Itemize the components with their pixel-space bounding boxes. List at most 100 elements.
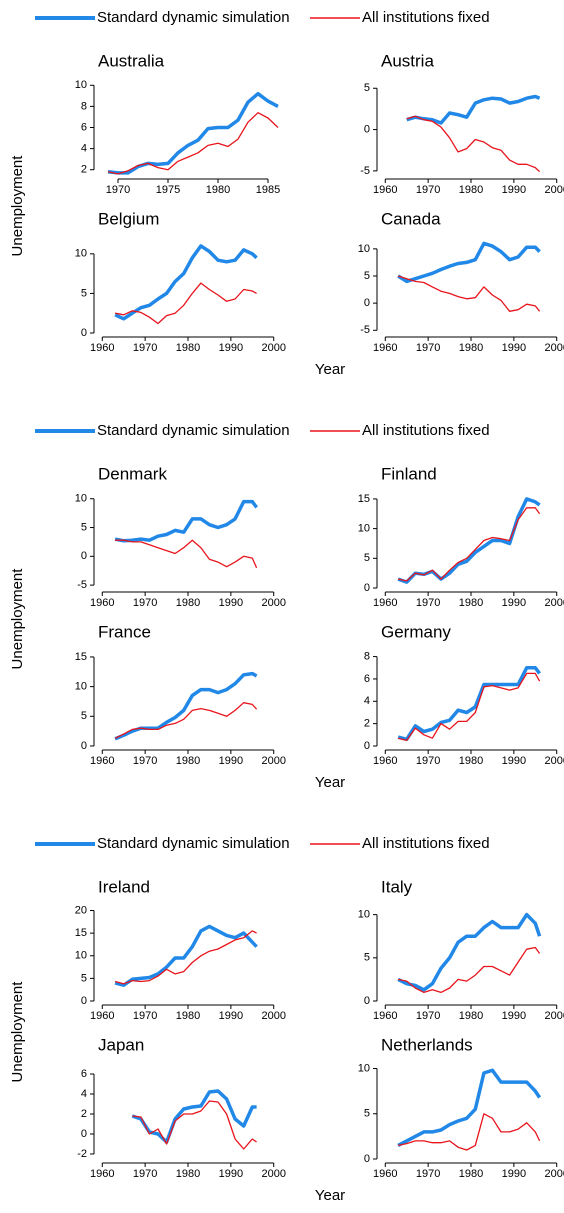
x-tick-label: 1980 xyxy=(459,184,483,196)
x-tick-label: 1960 xyxy=(90,1168,114,1180)
y-tick-label: 6 xyxy=(81,1068,87,1080)
y-tick-label: 6 xyxy=(81,121,87,133)
y-tick-label: 10 xyxy=(75,681,87,693)
x-tick-label: 1990 xyxy=(502,1168,526,1180)
x-tick-label: 1980 xyxy=(459,1010,483,1022)
x-tick-label: 1985 xyxy=(256,184,280,196)
x-tick-label: 1970 xyxy=(133,597,157,609)
x-tick-label: 1960 xyxy=(373,755,397,767)
x-tick-label: 1975 xyxy=(156,184,180,196)
y-tick-label: 5 xyxy=(364,1108,370,1120)
y-tick-label: 10 xyxy=(358,909,370,921)
x-tick-label: 1970 xyxy=(416,342,440,354)
y-tick-label: 15 xyxy=(75,651,87,663)
series-line xyxy=(114,244,258,321)
x-tick-label: 2000 xyxy=(261,755,285,767)
legend-label: All institutions fixed xyxy=(362,422,490,439)
x-tick-label: 1960 xyxy=(90,342,114,354)
series-line xyxy=(131,1089,257,1144)
x-tick-label: 1960 xyxy=(373,1168,397,1180)
y-tick-label: 8 xyxy=(364,650,370,662)
series-line xyxy=(397,666,541,742)
y-tick-label: 5 xyxy=(81,287,87,299)
y-axis-label: Unemployment xyxy=(9,155,26,257)
series-line xyxy=(114,282,257,325)
series-line xyxy=(406,115,541,173)
y-tick-label: 5 xyxy=(81,972,87,984)
y-tick-label: 10 xyxy=(75,950,87,962)
x-tick-label: 1970 xyxy=(416,184,440,196)
y-tick-label: 0 xyxy=(81,550,87,562)
panel-title: Netherlands xyxy=(381,1035,473,1054)
x-tick-label: 1990 xyxy=(502,184,526,196)
y-tick-label: 0 xyxy=(81,995,87,1007)
x-tick-label: 1980 xyxy=(176,755,200,767)
y-tick-label: -2 xyxy=(77,1148,87,1160)
x-tick-label: 2000 xyxy=(544,184,564,196)
x-tick-label: 2000 xyxy=(544,1168,564,1180)
series-line xyxy=(115,539,258,569)
x-axis-label: Year xyxy=(315,1187,345,1204)
y-tick-label: -5 xyxy=(360,324,370,336)
legend-label: All institutions fixed xyxy=(362,9,490,26)
x-tick-label: 2000 xyxy=(544,755,564,767)
y-tick-label: 0 xyxy=(81,740,87,752)
y-tick-label: 10 xyxy=(358,1062,370,1074)
x-tick-label: 1970 xyxy=(133,1168,157,1180)
panel-title: Finland xyxy=(381,464,437,483)
y-tick-label: 0 xyxy=(364,123,370,135)
x-tick-label: 1990 xyxy=(219,1010,243,1022)
panel-title: Australia xyxy=(98,51,165,70)
x-tick-label: 2000 xyxy=(261,1010,285,1022)
series-line xyxy=(397,275,541,312)
x-tick-label: 1970 xyxy=(106,184,130,196)
y-axis-label: Unemployment xyxy=(9,981,26,1083)
series-line xyxy=(406,94,541,125)
series-line xyxy=(397,241,541,284)
x-tick-label: 1980 xyxy=(459,597,483,609)
x-tick-label: 1960 xyxy=(90,597,114,609)
y-tick-label: 5 xyxy=(81,521,87,533)
x-tick-label: 1980 xyxy=(459,755,483,767)
y-tick-label: 0 xyxy=(364,995,370,1007)
x-tick-label: 1970 xyxy=(416,1010,440,1022)
y-tick-label: 5 xyxy=(364,82,370,94)
panel-title: Ireland xyxy=(98,877,150,896)
series-line xyxy=(397,507,541,582)
x-tick-label: 1990 xyxy=(219,755,243,767)
y-tick-label: 2 xyxy=(81,164,87,176)
panel-title: Italy xyxy=(381,877,413,896)
x-tick-label: 2000 xyxy=(544,597,564,609)
x-axis-label: Year xyxy=(315,361,345,378)
panel-title: Germany xyxy=(381,622,451,641)
y-tick-label: 4 xyxy=(364,695,370,707)
legend-label: Standard dynamic simulation xyxy=(97,422,290,439)
series-line xyxy=(397,1113,541,1151)
panel-title: Japan xyxy=(98,1035,144,1054)
x-tick-label: 1970 xyxy=(416,755,440,767)
x-tick-label: 1960 xyxy=(373,342,397,354)
y-tick-label: 4 xyxy=(81,1088,87,1100)
x-tick-label: 1970 xyxy=(416,597,440,609)
x-tick-label: 1990 xyxy=(219,597,243,609)
panel-title: Belgium xyxy=(98,209,159,228)
x-tick-label: 1980 xyxy=(176,597,200,609)
series-line xyxy=(114,702,258,739)
y-tick-label: 20 xyxy=(75,904,87,916)
series-line xyxy=(114,930,257,985)
x-tick-label: 2000 xyxy=(261,342,285,354)
series-line xyxy=(107,112,279,175)
x-tick-label: 1990 xyxy=(219,1168,243,1180)
x-tick-label: 2000 xyxy=(261,1168,285,1180)
x-tick-label: 1960 xyxy=(373,597,397,609)
x-tick-label: 1970 xyxy=(416,1168,440,1180)
y-tick-label: 15 xyxy=(358,493,370,505)
x-tick-label: 1970 xyxy=(133,755,157,767)
x-tick-label: 2000 xyxy=(544,342,564,354)
x-tick-label: 1990 xyxy=(502,342,526,354)
y-tick-label: 0 xyxy=(364,740,370,752)
y-tick-label: 10 xyxy=(358,523,370,535)
x-tick-label: 1980 xyxy=(176,1010,200,1022)
y-tick-label: 2 xyxy=(81,1108,87,1120)
